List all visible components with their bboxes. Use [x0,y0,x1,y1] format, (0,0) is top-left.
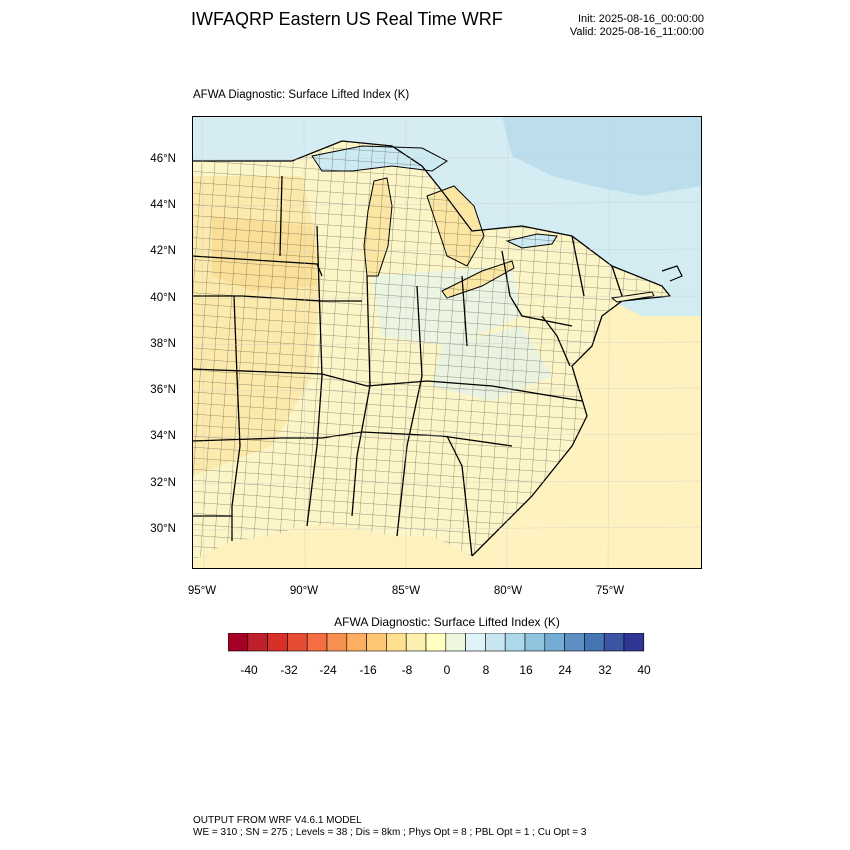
colorbar-tick-label: 0 [443,663,451,677]
model-footer: OUTPUT FROM WRF V4.6.1 MODEL WE = 310 ; … [193,815,586,839]
colorbar-title: AFWA Diagnostic: Surface Lifted Index (K… [334,615,560,629]
colorbar [228,633,645,652]
lon-label: 90°W [289,585,319,597]
colorbar-swatch [603,633,625,652]
init-time: Init: 2025-08-16_00:00:00 [578,13,704,25]
colorbar-tick-label: 32 [598,663,612,677]
lon-label: 85°W [391,585,421,597]
colorbar-tick-label: -24 [319,663,337,677]
lat-label: 42°N [150,245,176,257]
colorbar-swatch [564,633,585,652]
lat-label: 34°N [150,430,176,442]
state-borders [192,140,672,557]
colorbar-tick-label: 40 [637,663,651,677]
colorbar-swatch [287,633,308,652]
graticule [192,116,702,569]
lon-label: 80°W [493,585,523,597]
colorbar-swatch [544,633,565,652]
colorbar-tick-label: 24 [558,663,572,677]
lat-label: 30°N [150,523,176,535]
map-title: AFWA Diagnostic: Surface Lifted Index (K… [193,89,410,101]
colorbar-swatch [228,633,249,652]
colorbar-swatch [485,633,506,652]
colorbar-swatch [524,633,546,652]
colorbar-tick-label: -32 [280,663,298,677]
main-title: IWFAQRP Eastern US Real Time WRF [191,9,503,29]
colorbar-swatch [584,633,605,652]
colorbar-swatch [326,633,348,652]
lat-label: 38°N [150,338,176,350]
colorbar-swatch [623,633,645,652]
long-island [610,291,655,303]
colorbar-swatch [267,633,288,652]
lat-label: 32°N [150,477,176,489]
colorbar-swatch [247,633,268,652]
colorbar-swatch [445,633,466,652]
footer-model-line: OUTPUT FROM WRF V4.6.1 MODEL [193,815,362,826]
lifted-index-map [192,116,702,569]
colorbar-swatch [465,633,486,652]
colorbar-swatch [405,633,427,652]
lon-label: 75°W [595,585,625,597]
valid-time: Valid: 2025-08-16_11:00:00 [569,26,704,38]
colorbar-swatch [386,633,407,652]
atlantic-ocean [462,346,702,569]
colorbar-tick-label: 8 [482,663,490,677]
quebec-blue-patch [502,116,702,196]
colorbar-swatch [306,633,328,652]
colorbar-swatch [366,633,387,652]
lon-label: 95°W [187,585,217,597]
county-boundaries [192,141,670,561]
lat-label: 40°N [150,292,176,304]
colorbar-swatch [425,633,447,652]
lat-label: 36°N [150,384,176,396]
lat-label: 44°N [150,199,176,211]
colorbar-tick-label: -8 [401,663,413,677]
map-border [192,116,702,569]
run-info: Init: 2025-08-16_00:00:00 Valid: 2025-08… [520,13,704,39]
colorbar-tick-label: 16 [519,663,533,677]
colorbar-tick-label: -40 [240,663,258,677]
footer-config-line: WE = 310 ; SN = 275 ; Levels = 38 ; Dis … [193,827,587,838]
colorbar-swatch [346,633,367,652]
colorbar-swatch [504,633,526,652]
colorbar-tick-label: -16 [359,663,377,677]
lat-label: 46°N [150,153,176,165]
cape-cod [661,265,683,282]
